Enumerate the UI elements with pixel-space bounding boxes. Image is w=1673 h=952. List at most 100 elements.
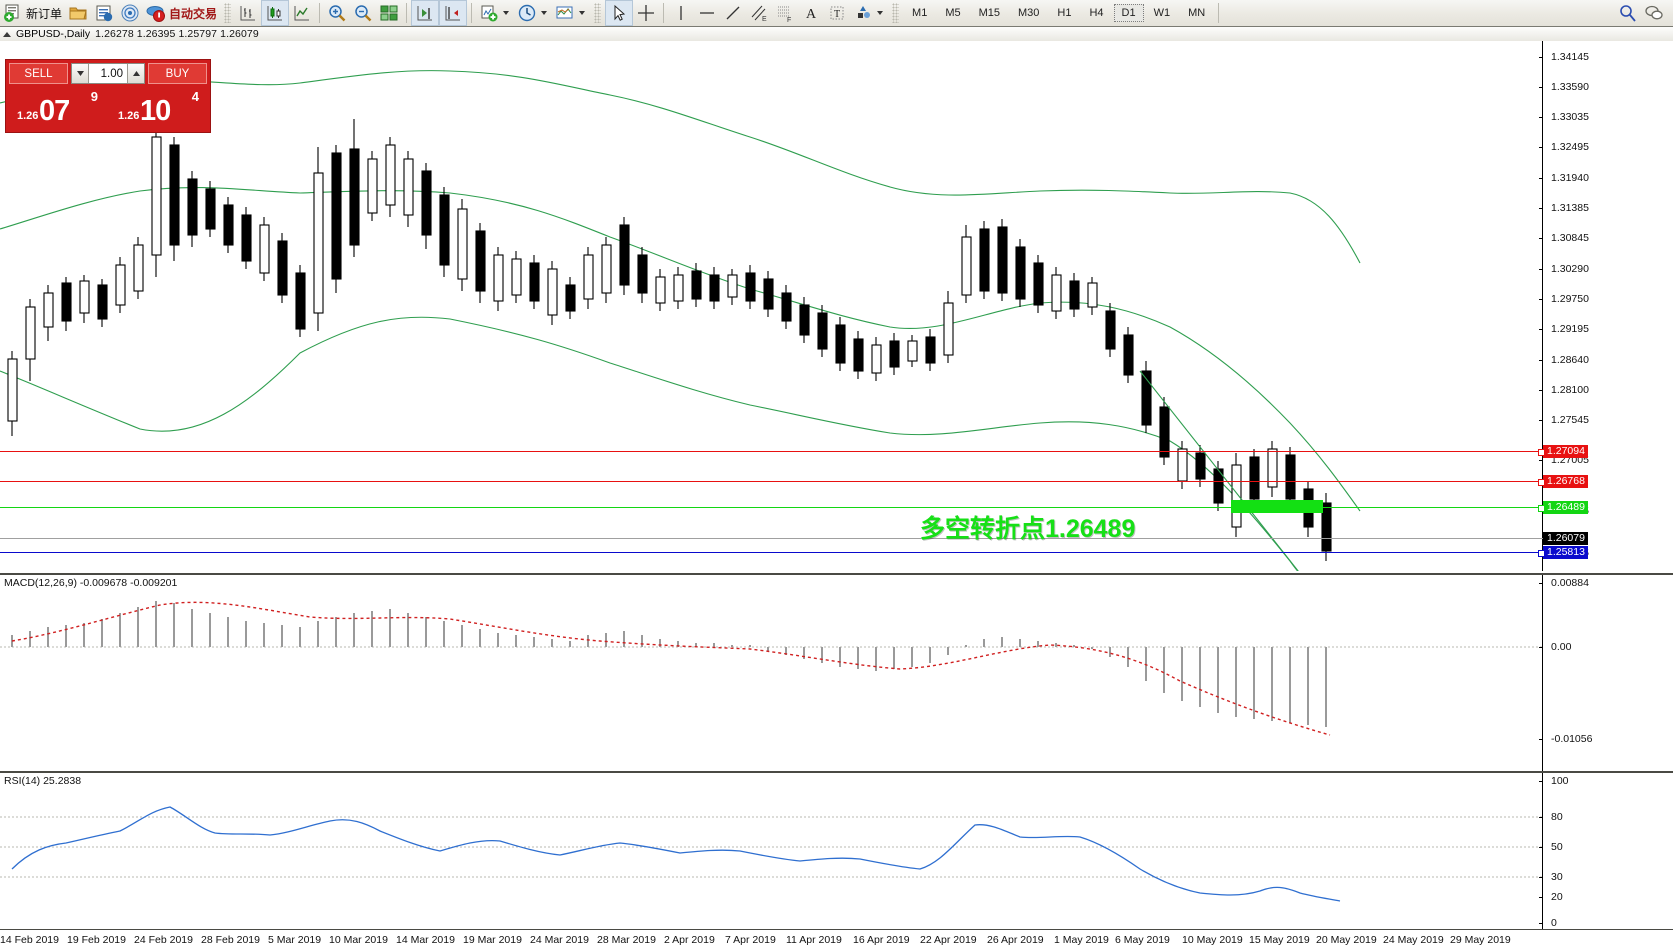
price-tag-125813[interactable]: 1.25813 (1543, 546, 1588, 559)
timeframe-m1[interactable]: M1 (912, 7, 928, 19)
timeframe-mn[interactable]: MN (1188, 7, 1206, 19)
chevron-down-icon[interactable] (579, 11, 586, 15)
period-button[interactable] (514, 1, 552, 25)
fibonacci-button[interactable]: F (772, 1, 798, 25)
tile-windows-button[interactable] (376, 1, 402, 25)
text-label-button[interactable]: A (798, 1, 824, 25)
volume-stepper[interactable]: 1.00 (71, 63, 145, 84)
price-plot[interactable] (0, 41, 1543, 571)
timeframe-w1[interactable]: W1 (1153, 7, 1171, 19)
macd-chart-svg (0, 601, 1543, 736)
zoom-out-button[interactable] (350, 1, 376, 25)
price-line-anchor[interactable] (1538, 550, 1545, 557)
current-price-tag: 1.26079 (1543, 532, 1588, 545)
auto-trading-button[interactable]: 自动交易 (143, 1, 220, 25)
volume-value[interactable]: 1.00 (100, 68, 123, 80)
price-line-126489[interactable] (0, 507, 1543, 508)
crosshair-button[interactable] (633, 1, 659, 25)
timeframe-d1[interactable]: D1 (1113, 4, 1144, 22)
toolbar-grip[interactable] (892, 3, 900, 23)
price-line-anchor[interactable] (1538, 505, 1545, 512)
rsi-label[interactable]: RSI(14) 25.2838 (4, 775, 82, 787)
macd-label[interactable]: MACD(12,26,9) -0.009678 -0.009201 (4, 577, 178, 589)
time-label: 24 Feb 2019 (134, 934, 193, 946)
time-label: 10 Mar 2019 (329, 934, 388, 946)
volume-increase-button[interactable] (127, 64, 144, 83)
line-chart-button[interactable] (289, 1, 315, 25)
equidistant-channel-button[interactable]: E (746, 1, 772, 25)
price-line-125813[interactable] (0, 552, 1543, 553)
sell-price-main: 07 (39, 95, 70, 127)
profiles-icon (96, 5, 113, 22)
toolbar-separator (471, 3, 473, 23)
timeframe-h4[interactable]: H4 (1089, 7, 1104, 19)
price-scale[interactable]: 1.34145 1.33590 1.33035 1.32495 1.31940 … (1539, 41, 1673, 571)
tile-windows-icon (380, 5, 398, 21)
macd-signal-line (11, 601, 1331, 736)
price-line-126768[interactable] (0, 481, 1543, 482)
cursor-button[interactable] (605, 0, 634, 26)
rsi-tick: 80 (1551, 811, 1563, 823)
shapes-button[interactable] (850, 1, 888, 25)
zoom-in-button[interactable] (324, 1, 350, 25)
timeframe-m5[interactable]: M5 (945, 7, 961, 19)
buy-button[interactable]: BUY (148, 63, 207, 84)
sell-button[interactable]: SELL (9, 63, 68, 84)
candlestick-chart-button[interactable] (261, 0, 290, 26)
toolbar-grip[interactable] (594, 3, 602, 23)
chevron-down-icon[interactable] (541, 11, 548, 15)
vline-button[interactable] (668, 1, 694, 25)
profiles-button[interactable] (91, 1, 117, 25)
time-label: 19 Feb 2019 (67, 934, 126, 946)
auto-scroll-button[interactable] (439, 0, 468, 26)
trendline-button[interactable] (720, 1, 746, 25)
time-label: 28 Mar 2019 (597, 934, 656, 946)
timeframe-m15[interactable]: M15 (978, 7, 1000, 19)
hline-button[interactable] (694, 1, 720, 25)
macd-pane: MACD(12,26,9) -0.009678 -0.009201 (0, 573, 1673, 771)
price-line-127094[interactable] (0, 451, 1543, 452)
rsi-tick: 0 (1551, 917, 1557, 929)
indicators-button[interactable] (476, 1, 514, 25)
price-tag-127094[interactable]: 1.27094 (1543, 445, 1588, 458)
buy-price-box[interactable]: 1.26 10 4 (110, 86, 207, 127)
price-tick: 1.28100 (1551, 384, 1589, 396)
shift-end-icon (417, 6, 433, 21)
rsi-plot[interactable] (0, 773, 1543, 931)
chart-window: GBPUSD-,Daily 1.26278 1.26395 1.25797 1.… (0, 26, 1673, 952)
indicators-icon (481, 5, 498, 22)
toolbar-grip[interactable] (224, 3, 232, 23)
macd-plot[interactable] (0, 575, 1543, 771)
search-button[interactable] (1615, 1, 1641, 25)
price-tick: 1.29195 (1551, 323, 1589, 335)
chat-button[interactable] (1641, 1, 1667, 25)
highlight-rectangle[interactable] (1231, 500, 1323, 513)
market-watch-button[interactable] (117, 1, 143, 25)
one-click-trading-panel[interactable]: SELL 1.00 BUY 1.26 07 (5, 59, 211, 133)
macd-histogram (11, 601, 1327, 727)
time-axis[interactable]: 14 Feb 2019 19 Feb 2019 24 Feb 2019 28 F… (0, 929, 1673, 952)
turning-point-annotation[interactable]: 多空转折点1.26489 (920, 515, 1136, 543)
timeframe-h1[interactable]: H1 (1057, 7, 1072, 19)
chevron-down-icon[interactable] (503, 11, 510, 15)
folder-button[interactable] (65, 1, 91, 25)
zoom-in-icon (329, 5, 346, 22)
timeframe-m30[interactable]: M30 (1018, 7, 1040, 19)
price-tag-126768[interactable]: 1.26768 (1543, 475, 1588, 488)
chevron-down-icon[interactable] (877, 11, 884, 15)
text-label-icon: A (806, 7, 817, 22)
price-line-anchor[interactable] (1538, 479, 1545, 486)
new-order-button[interactable]: 新订单 (0, 1, 65, 25)
buy-price-prefix: 1.26 (118, 110, 140, 122)
bar-chart-button[interactable] (235, 1, 261, 25)
price-tag-126489[interactable]: 1.26489 (1543, 501, 1588, 514)
sell-price-box[interactable]: 1.26 07 9 (9, 86, 106, 127)
price-line-anchor[interactable] (1538, 449, 1545, 456)
price-tick: 1.33590 (1551, 81, 1589, 93)
templates-button[interactable] (552, 1, 590, 25)
shift-end-button[interactable] (411, 0, 440, 26)
volume-decrease-button[interactable] (72, 64, 89, 83)
text-button[interactable]: T (824, 1, 850, 25)
candlestick-chart-icon (267, 6, 283, 21)
collapse-triangle-icon[interactable] (3, 31, 11, 37)
